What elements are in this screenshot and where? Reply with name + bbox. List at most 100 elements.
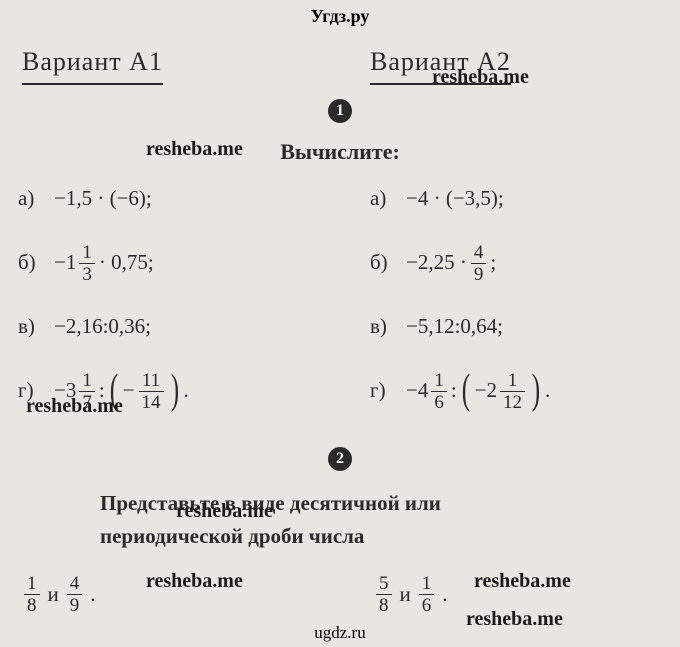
a1-f1d: 8 xyxy=(24,594,40,615)
a1-b-den: 3 xyxy=(79,263,95,284)
a2-f2d: 6 xyxy=(419,594,435,615)
a1-b-expr: −1 1 3 · 0,75; xyxy=(54,243,154,284)
label-a2: а) xyxy=(370,186,406,211)
a2-g-rparen: ) xyxy=(532,374,540,408)
and2: и xyxy=(400,582,411,607)
label-b: б) xyxy=(18,250,54,275)
a2-b-frac: 4 9 xyxy=(471,243,487,284)
a1-g-rparen: ) xyxy=(170,374,178,408)
a1-f2n: 4 xyxy=(67,574,83,594)
a1-g-den2: 14 xyxy=(139,391,164,412)
badge-1: 1 xyxy=(328,99,352,123)
a2-g-mixed1: −4 1 6 xyxy=(406,371,449,412)
a2-item-a: а) −4 · (−3,5); xyxy=(370,177,662,221)
a2-g-mixed2: −2 1 12 xyxy=(475,371,527,412)
a2-g-colon: : xyxy=(451,378,457,403)
a2-f1n: 5 xyxy=(376,574,392,594)
a2-b-expr: −2,25 · 4 9 ; xyxy=(406,243,496,284)
a2-g-num2: 1 xyxy=(505,371,521,391)
a1-items: а) −1,5 · (−6); б) −1 1 3 · 0,75; xyxy=(18,165,340,433)
watermark-bottom: ugdz.ru xyxy=(0,623,680,643)
a1-b-after: · 0,75; xyxy=(99,250,154,275)
a1-b-num: 1 xyxy=(79,243,95,263)
a2-fracs: 5 8 и 1 6 . xyxy=(340,574,662,615)
a1-item-v: в) −2,16:0,36; xyxy=(18,305,340,349)
a2-v-expr: −5,12:0,64; xyxy=(406,314,503,339)
variant-a2-title: Вариант А2 xyxy=(370,47,511,85)
a1-f1n: 1 xyxy=(24,574,40,594)
a1-g-frac2: 11 14 xyxy=(139,371,164,412)
a1-b-whole: −1 xyxy=(54,250,76,275)
a2-item-v: в) −5,12:0,64; xyxy=(370,305,662,349)
variant-a1-title: Вариант А1 xyxy=(22,47,163,85)
problems-row: а) −1,5 · (−6); б) −1 1 3 · 0,75; xyxy=(0,165,680,433)
a1-g-whole1: −3 xyxy=(54,378,76,403)
a2-g-lparen: ( xyxy=(461,374,469,408)
label-v: в) xyxy=(18,314,54,339)
a2-b-after: ; xyxy=(490,250,496,275)
a1-item-b: б) −1 1 3 · 0,75; xyxy=(18,241,340,285)
label-b2: б) xyxy=(370,250,406,275)
a1-g-colon: : xyxy=(99,378,105,403)
and1: и xyxy=(48,582,59,607)
a2-a-expr: −4 · (−3,5); xyxy=(406,186,504,211)
a2-g-expr: −4 1 6 : ( −2 1 12 xyxy=(406,371,550,412)
a2-g-whole2: −2 xyxy=(475,378,497,403)
a2-g-den1: 6 xyxy=(431,391,447,412)
label-g: г) xyxy=(18,378,54,403)
a2-b-pre: −2,25 · xyxy=(406,250,467,275)
fracs-row: 1 8 и 4 9 . 5 8 и 1 6 xyxy=(0,552,680,615)
a1-g-lparen: ( xyxy=(109,374,117,408)
a2-b-num: 4 xyxy=(471,243,487,263)
a1-g-num1: 1 xyxy=(79,371,95,391)
a1-fracs-col: 1 8 и 4 9 . xyxy=(18,552,340,615)
a1-g-frac1: 1 7 xyxy=(79,371,95,412)
a2-g-whole1: −4 xyxy=(406,378,428,403)
a2-f1d: 8 xyxy=(376,594,392,615)
a2-frac1: 5 8 xyxy=(376,574,392,615)
a2-list: а) −4 · (−3,5); б) −2,25 · 4 9 ; xyxy=(340,177,662,413)
a1-g-expr: −3 1 7 : ( − 11 14 ) xyxy=(54,371,189,412)
a1-g-mixed1: −3 1 7 xyxy=(54,371,97,412)
a2-items: а) −4 · (−3,5); б) −2,25 · 4 9 ; xyxy=(340,165,662,433)
a2-fracs-col: 5 8 и 1 6 . xyxy=(340,552,662,615)
a2-f2n: 1 xyxy=(419,574,435,594)
a2-g-end: . xyxy=(545,378,550,403)
badge-2: 2 xyxy=(328,447,352,471)
column-a1: Вариант А1 xyxy=(18,33,340,85)
a2-frac2: 1 6 xyxy=(419,574,435,615)
a1-list: а) −1,5 · (−6); б) −1 1 3 · 0,75; xyxy=(18,177,340,413)
instruction-represent: Представьте в виде десятичной или период… xyxy=(0,487,680,552)
a1-frac1: 1 8 xyxy=(24,574,40,615)
a2-item-g: г) −4 1 6 : ( −2 xyxy=(370,369,662,413)
a1-f2d: 9 xyxy=(67,594,83,615)
page-root: Угдз.ру Вариант А1 Вариант А2 1 Вычислит… xyxy=(0,0,680,647)
badge-2-wrap: 2 xyxy=(0,447,680,471)
a1-item-g: г) −3 1 7 : ( − 11 xyxy=(18,369,340,413)
a2-item-b: б) −2,25 · 4 9 ; xyxy=(370,241,662,285)
a1-g-num2: 11 xyxy=(139,371,163,391)
period2: . xyxy=(442,582,447,607)
label-g2: г) xyxy=(370,378,406,403)
period1: . xyxy=(90,582,95,607)
watermark-top: Угдз.ру xyxy=(0,0,680,33)
a1-g-end: . xyxy=(184,378,189,403)
a1-b-mixed: −1 1 3 xyxy=(54,243,97,284)
a1-item-a: а) −1,5 · (−6); xyxy=(18,177,340,221)
columns-wrap: Вариант А1 Вариант А2 xyxy=(0,33,680,85)
a2-g-frac1: 1 6 xyxy=(431,371,447,412)
a1-g-den1: 7 xyxy=(79,391,95,412)
a1-v-expr: −2,16:0,36; xyxy=(54,314,151,339)
badge-1-wrap: 1 xyxy=(0,99,680,123)
a2-b-den: 9 xyxy=(471,263,487,284)
label-v2: в) xyxy=(370,314,406,339)
a1-frac2: 4 9 xyxy=(67,574,83,615)
a2-g-num1: 1 xyxy=(431,371,447,391)
a2-g-den2: 12 xyxy=(500,391,525,412)
a1-a-expr: −1,5 · (−6); xyxy=(54,186,152,211)
column-a2: Вариант А2 xyxy=(340,33,662,85)
a1-b-frac: 1 3 xyxy=(79,243,95,284)
a1-fracs: 1 8 и 4 9 . xyxy=(18,574,340,615)
a2-g-frac2: 1 12 xyxy=(500,371,525,412)
instruction-calculate: Вычислите: xyxy=(0,139,680,165)
